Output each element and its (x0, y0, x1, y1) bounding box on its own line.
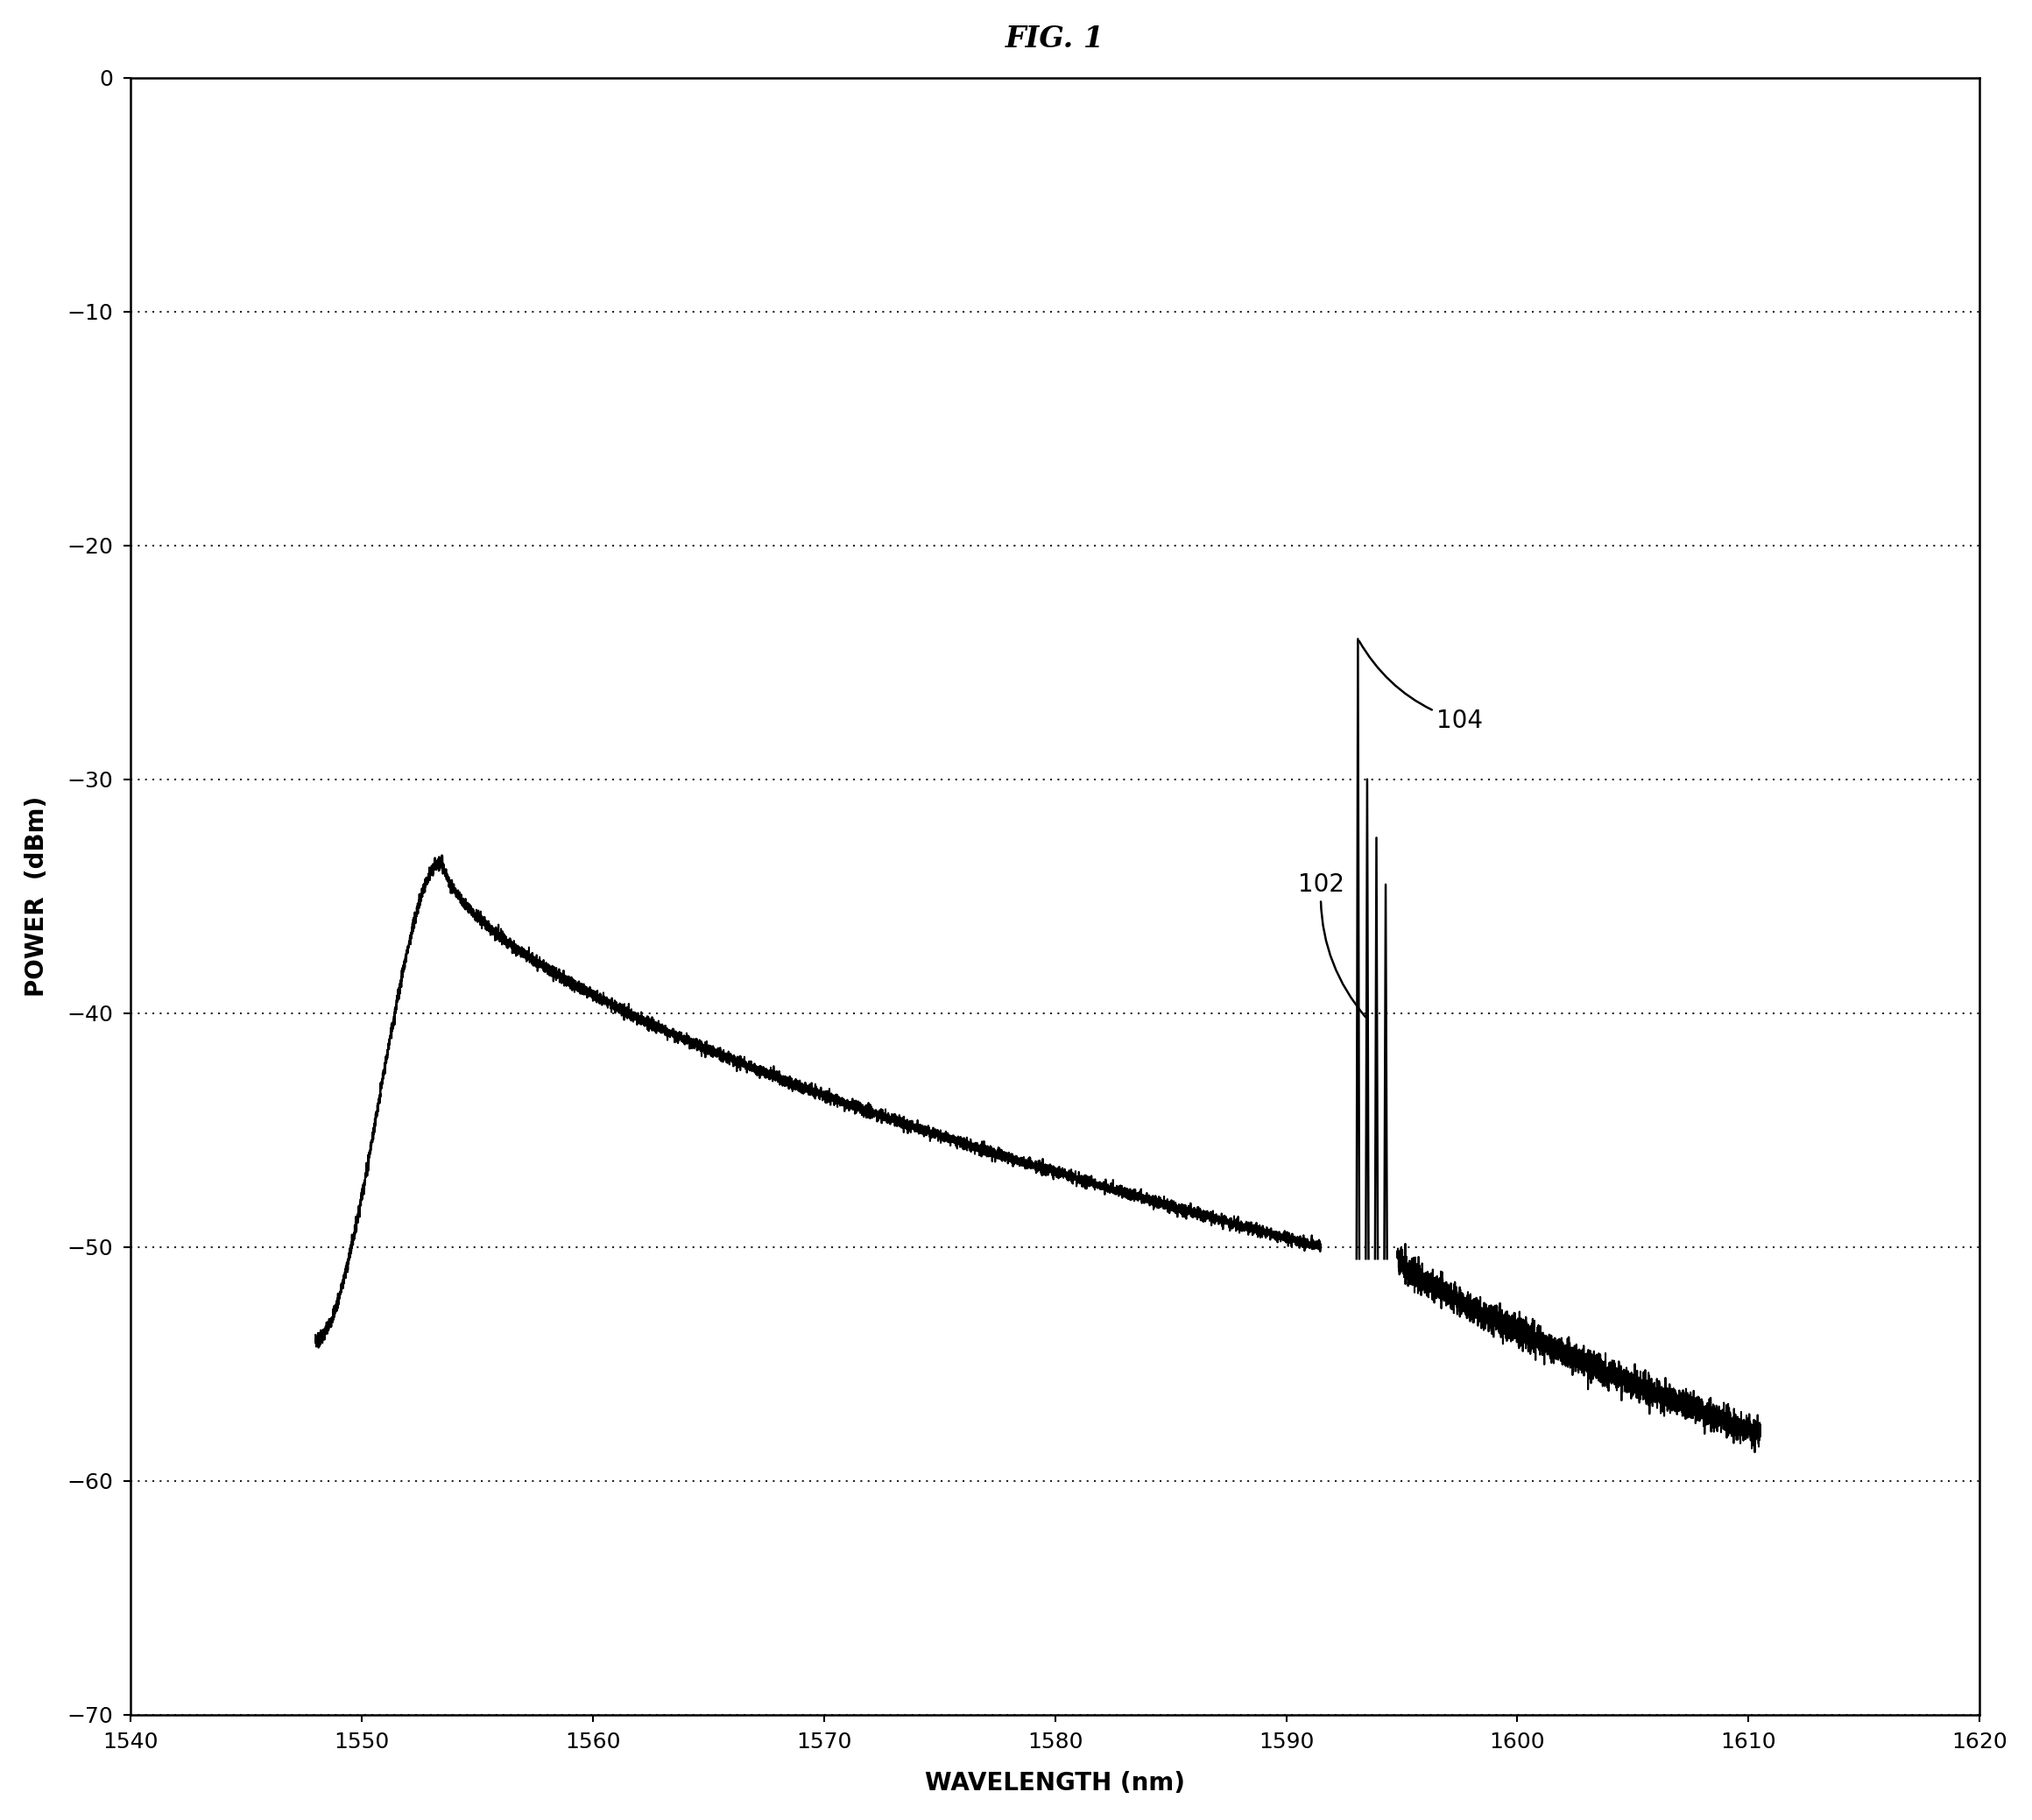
Text: 102: 102 (1298, 872, 1366, 1017)
Y-axis label: POWER  (dBm): POWER (dBm) (24, 795, 49, 997)
Title: FIG. 1: FIG. 1 (1006, 24, 1105, 53)
X-axis label: WAVELENGTH (nm): WAVELENGTH (nm) (925, 1771, 1185, 1796)
Text: 104: 104 (1359, 641, 1483, 733)
